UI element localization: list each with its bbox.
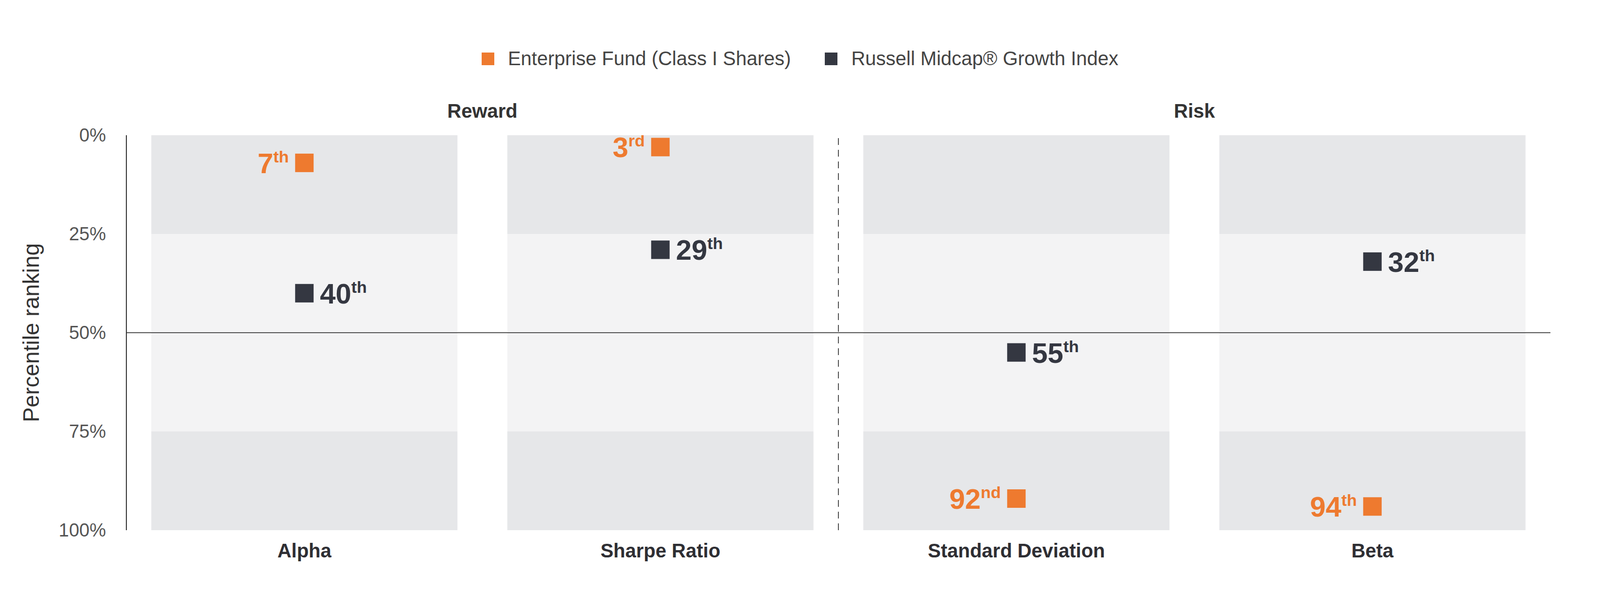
html-text:Russell Midcap® Growth Index: Russell Midcap® Growth Index <box>851 47 1119 70</box>
svg-text:92nd: 92nd <box>949 482 1001 515</box>
svg-text:29th: 29th <box>676 233 724 266</box>
html-text:Reward: Reward <box>447 100 518 122</box>
svg-text:40th: 40th <box>319 277 367 310</box>
svg-text:50%: 50% <box>69 322 106 343</box>
svg-text:7th: 7th <box>257 147 289 179</box>
svg-text:55th: 55th <box>1031 336 1079 369</box>
svg-text:75%: 75% <box>69 420 106 442</box>
svg-text:94th: 94th <box>1309 490 1357 522</box>
svg-text:Sharpe Ratio: Sharpe Ratio <box>600 539 721 561</box>
html-text:Risk: Risk <box>1173 100 1215 122</box>
svg-text:Standard Deviation: Standard Deviation <box>927 539 1106 561</box>
svg-text:32th: 32th <box>1388 245 1436 278</box>
svg-text:100%: 100% <box>58 519 106 540</box>
svg-text:3rd: 3rd <box>612 135 645 163</box>
svg-text:25%: 25% <box>69 223 106 244</box>
svg-text:Beta: Beta <box>1351 539 1394 561</box>
html-text:Enterprise Fund (Class I Share: Enterprise Fund (Class I Shares) <box>507 47 791 70</box>
svg-text:0%: 0% <box>79 124 106 146</box>
svg-text:Percentile ranking: Percentile ranking <box>18 243 44 422</box>
svg-text:Alpha: Alpha <box>277 539 332 561</box>
